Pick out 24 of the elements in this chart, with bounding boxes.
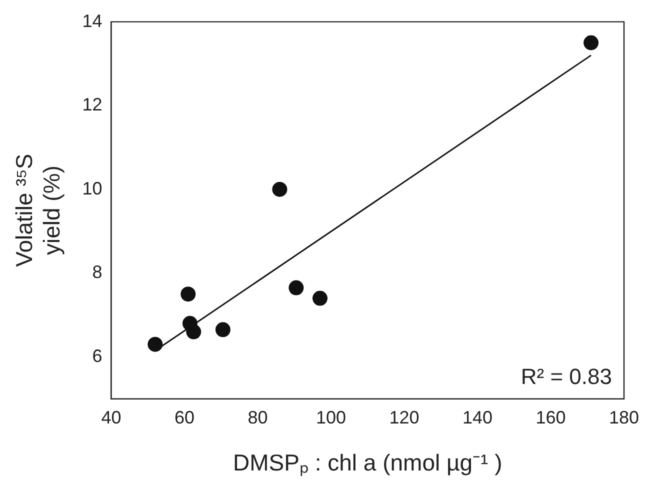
point (180, 286, 196, 302)
y-tick-label: 14 (82, 10, 102, 31)
y-tick-label: 6 (92, 346, 102, 366)
point (312, 290, 328, 306)
x-tick-label: 60 (174, 408, 194, 428)
x-tick-label: 140 (462, 408, 493, 428)
point (186, 324, 202, 340)
y-tick-label: 12 (82, 94, 102, 115)
y-tick-label: 8 (92, 262, 102, 282)
x-tick-label: 40 (101, 408, 122, 428)
x-tick-label: 160 (536, 408, 566, 428)
point (215, 322, 230, 338)
x-axis-title: DMSPₚ : chl a (nmol µg⁻¹ ) (232, 450, 502, 477)
x-tick-label: 80 (248, 408, 268, 428)
x-tick-label: 100 (316, 408, 346, 428)
annotation: R² = 0.83 (520, 364, 612, 389)
point (148, 336, 163, 352)
point (272, 182, 288, 197)
x-tick-label: 120 (389, 408, 420, 428)
x-tick-label: 180 (608, 408, 640, 428)
point (584, 35, 599, 50)
point (288, 280, 304, 296)
y-axis-title: Volatile ³⁵S yield (%) (11, 154, 65, 267)
y-tick-label: 10 (82, 178, 102, 198)
